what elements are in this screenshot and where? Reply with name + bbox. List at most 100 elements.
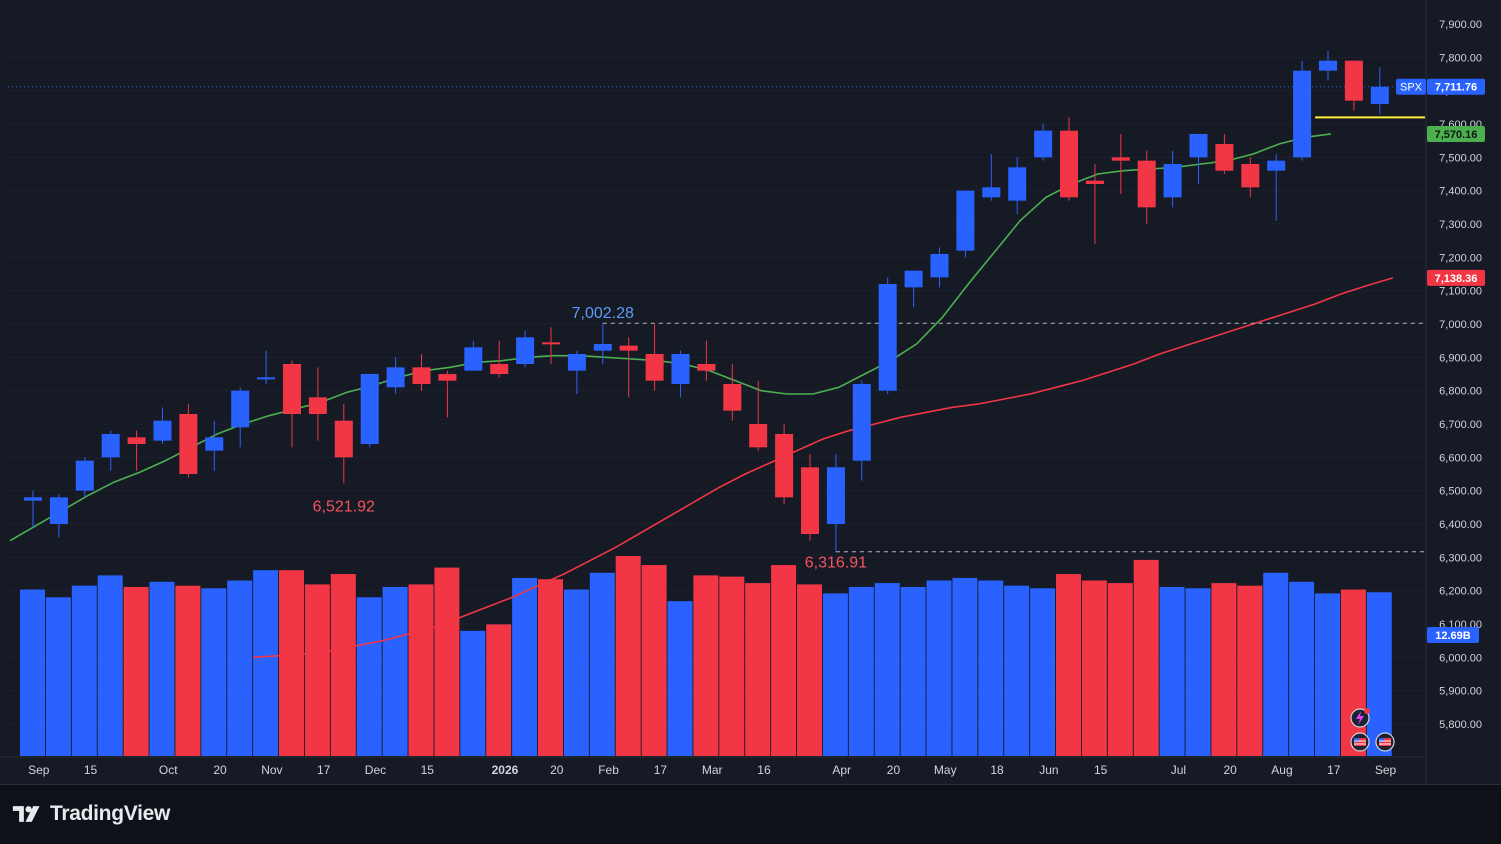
ma-slow-tag-bg — [1427, 269, 1485, 286]
price-tick-label: 5,900.00 — [1439, 686, 1482, 698]
ma-fast-tag-bg — [1427, 125, 1485, 142]
time-tick-label: Apr — [832, 763, 851, 777]
price-chart[interactable]: 7,002.28 6,316.91 6,521.92 7,900.00 7,800.0… — [0, 0, 1501, 784]
candle-body — [516, 337, 535, 364]
time-tick-label: Jun — [1039, 763, 1058, 777]
candle — [826, 454, 845, 552]
candle — [75, 457, 94, 498]
volume-bar — [874, 583, 900, 756]
candle — [205, 420, 224, 471]
volume-bar — [538, 579, 563, 756]
us-flag-event-icon-2 — [1375, 732, 1395, 752]
time-tick-label: 2026 — [492, 763, 519, 777]
volume-bar — [201, 588, 227, 756]
volume-bar — [1004, 585, 1030, 756]
candle — [101, 430, 120, 471]
volume-bar — [1159, 586, 1185, 756]
volume-bar — [1237, 585, 1263, 756]
candle-body — [1085, 180, 1104, 184]
candle-body — [386, 367, 405, 388]
volume-bar — [279, 570, 304, 756]
candle-body — [438, 374, 457, 381]
time-tick-label: Sep — [28, 763, 50, 777]
symbol-tag-bg — [1396, 78, 1426, 95]
price-axis[interactable]: 7,900.007,800.007,700.007,600.007,500.00… — [1396, 0, 1485, 784]
candle — [127, 430, 146, 471]
candle-body — [1215, 144, 1234, 171]
candle-body — [1319, 60, 1337, 71]
price-tick-label: 6,200.00 — [1439, 586, 1482, 598]
price-tick-label: 7,100.00 — [1439, 286, 1482, 298]
candle — [1034, 124, 1053, 161]
candle — [1111, 134, 1130, 194]
volume-bar — [978, 580, 1004, 756]
time-tick-label: Jul — [1171, 763, 1186, 777]
volume-bar — [1340, 589, 1366, 756]
candle-body — [852, 384, 871, 461]
time-axis[interactable]: Sep 15 Oct 20 Nov 17 Dec 15 2026 20 Feb 17 Mar 16 Apr 2… — [0, 756, 1425, 777]
candle — [801, 454, 819, 541]
candle-body — [360, 374, 379, 444]
high-label: 7,002.28 — [572, 305, 634, 322]
time-tick-label: Sep — [1375, 763, 1397, 777]
candle — [283, 360, 301, 448]
price-tick-label: 7,000.00 — [1439, 319, 1482, 331]
price-tick-label: 6,800.00 — [1439, 386, 1482, 398]
price-tick-label: 7,300.00 — [1439, 219, 1482, 231]
candle-body — [567, 354, 586, 371]
volume-bar — [1107, 583, 1133, 756]
candle-body — [1344, 60, 1363, 101]
candle — [179, 404, 198, 478]
volume-bar — [434, 567, 460, 756]
brand[interactable]: TradingView — [12, 802, 170, 826]
candle-body — [878, 284, 897, 391]
chart-frame[interactable]: 7,002.28 6,316.91 6,521.92 7,900.00 7,800.0… — [0, 0, 1501, 785]
candle-body — [257, 377, 276, 380]
volume-bar — [563, 589, 589, 756]
last-price-tag: 7,711.76 — [1435, 82, 1477, 94]
price-tick-label: 6,000.00 — [1439, 652, 1482, 664]
moving-averages — [9, 133, 1393, 659]
last-price-tag-bg — [1427, 78, 1485, 95]
volume-bar — [304, 584, 330, 756]
price-tick-label: 6,700.00 — [1439, 419, 1482, 431]
volume-bar — [1289, 581, 1315, 756]
us-flag-event-icon-canton — [1354, 738, 1359, 742]
candle — [697, 340, 716, 381]
candle-body — [1370, 86, 1389, 104]
candle — [723, 364, 742, 421]
volume-bar — [589, 572, 615, 756]
candle — [852, 380, 871, 481]
volume-bar — [822, 593, 848, 756]
price-tick-label: 6,900.00 — [1439, 352, 1482, 364]
candle — [464, 340, 483, 371]
candle-body — [127, 437, 146, 444]
candle — [231, 387, 250, 448]
volume-bar — [149, 581, 175, 756]
price-tick-label: 6,400.00 — [1439, 519, 1482, 531]
candle-body — [412, 367, 431, 384]
candle — [308, 367, 327, 441]
price-tick-label: 5,800.00 — [1439, 719, 1482, 731]
event-markers[interactable] — [1350, 708, 1395, 752]
candle-body — [1008, 167, 1027, 201]
candle — [1008, 157, 1027, 214]
volume-tag: 12.69B — [1435, 630, 1471, 642]
candle-body — [801, 467, 819, 534]
candle-body — [101, 434, 120, 458]
time-tick-label: 15 — [1094, 763, 1108, 777]
candle-body — [956, 190, 975, 251]
candle-body — [697, 364, 716, 371]
candle-body — [1163, 164, 1182, 198]
candle — [1319, 50, 1337, 81]
candle-body — [982, 187, 1001, 198]
us-flag-event-icon-2-stripes — [1379, 738, 1391, 746]
ma-fast-line — [9, 133, 1332, 542]
us-flag-event-icon-2-canton — [1379, 738, 1384, 742]
price-tick-label: 7,200.00 — [1439, 252, 1482, 264]
volume-bar — [1133, 559, 1159, 756]
volume-bar — [1315, 593, 1340, 756]
time-tick-label: Oct — [159, 763, 178, 777]
candle — [412, 354, 431, 391]
candle — [1060, 117, 1078, 201]
